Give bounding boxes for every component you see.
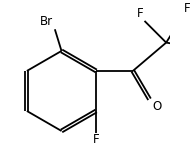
Text: F: F	[137, 7, 144, 20]
Text: F: F	[184, 2, 190, 15]
Text: Br: Br	[40, 16, 53, 28]
Text: O: O	[152, 100, 161, 113]
Text: F: F	[93, 133, 100, 146]
